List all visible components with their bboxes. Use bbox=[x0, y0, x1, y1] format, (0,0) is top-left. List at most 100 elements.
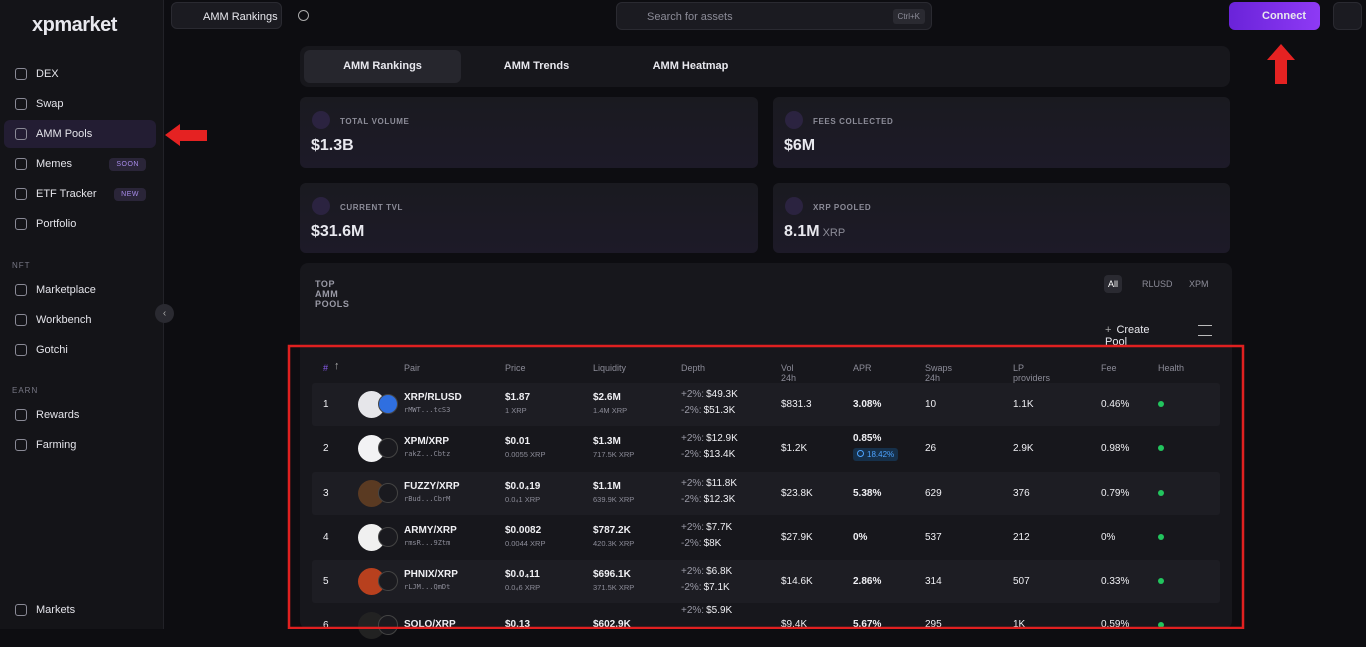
settings-button[interactable] bbox=[1333, 2, 1362, 30]
filter[interactable]: XPM bbox=[1189, 279, 1209, 289]
column-header: LP providers bbox=[1013, 363, 1051, 383]
nav-item[interactable]: Rewards bbox=[4, 401, 156, 429]
stat-card: CURRENT TVL $31.6M bbox=[300, 183, 758, 253]
health-dot bbox=[1158, 401, 1164, 407]
section-heading: EARN bbox=[12, 386, 39, 395]
nav-item[interactable]: Marketplace bbox=[4, 276, 156, 304]
stat-unit: XRP bbox=[822, 227, 846, 239]
apr: 3.08% bbox=[853, 399, 882, 410]
rank: 6 bbox=[323, 620, 329, 631]
liquidity: $602.9K bbox=[593, 619, 631, 630]
nav-item[interactable]: Memes SOON bbox=[4, 150, 156, 178]
apr: 2.86% bbox=[853, 576, 882, 587]
rank: 1 bbox=[323, 399, 329, 410]
stat-label: FEES COLLECTED bbox=[813, 117, 894, 126]
pool-address: rLJM...QmDt bbox=[404, 583, 451, 591]
top-tab[interactable]: AMM Rankings bbox=[171, 2, 282, 29]
depth-down-value: $13.4K bbox=[703, 449, 736, 460]
stat-value: $6M bbox=[784, 137, 815, 155]
nav-label: Farming bbox=[36, 439, 77, 451]
table-row[interactable]: 3 FUZZY/XRP rBud...CbrM $0.0₄19 0.0₄1 XRP $1.… bbox=[312, 472, 1220, 515]
stat-number: $1.3B bbox=[311, 137, 354, 154]
rank: 5 bbox=[323, 576, 329, 587]
health-dot bbox=[1158, 534, 1164, 540]
tab[interactable]: AMM Heatmap bbox=[652, 60, 729, 72]
tab[interactable]: AMM Rankings bbox=[304, 50, 461, 83]
nav-item[interactable]: Swap bbox=[4, 90, 156, 118]
nav-label: Markets bbox=[36, 604, 76, 616]
volume-24h: $23.8K bbox=[781, 488, 813, 499]
price-xrp: 0.0₄1 XRP bbox=[505, 495, 541, 504]
logo[interactable]: xpmarket bbox=[32, 14, 117, 36]
apr: 0.85% bbox=[853, 433, 882, 444]
depth-down: -2%: $8K bbox=[681, 538, 721, 549]
nav-item[interactable]: Farming bbox=[4, 431, 156, 459]
health-dot bbox=[1158, 622, 1164, 628]
depth-up-label: +2%: bbox=[681, 566, 705, 577]
nav-item[interactable]: ETF Tracker NEW bbox=[4, 180, 156, 208]
filter[interactable]: RLUSD bbox=[1142, 279, 1173, 289]
depth-down-label: -2%: bbox=[681, 405, 702, 416]
price: $1.87 bbox=[505, 392, 531, 403]
info-icon[interactable] bbox=[298, 10, 309, 21]
table-row[interactable]: 4 ARMY/XRP rmsR...9Ztm $0.0082 0.0044 XRP $78… bbox=[312, 516, 1220, 559]
page: xpmarket ‹ DEX Swap AMM Pools Memes SOON ETF … bbox=[4, 0, 1362, 639]
pair: XPM/XRP bbox=[404, 436, 450, 447]
depth-down-value: $7.1K bbox=[703, 582, 730, 593]
rank: 4 bbox=[323, 532, 329, 543]
nav-icon bbox=[15, 284, 27, 296]
nav-item[interactable]: Gotchi bbox=[4, 336, 156, 364]
depth-down-value: $51.3K bbox=[703, 405, 736, 416]
price: $0.0₄19 bbox=[505, 481, 541, 492]
create-pool-label: Create Pool bbox=[1105, 324, 1150, 348]
pair: PHNIX/XRP bbox=[404, 569, 458, 580]
nav-item[interactable]: Workbench bbox=[4, 306, 156, 334]
price-xrp: 0.0044 XRP bbox=[505, 539, 546, 548]
nav-item[interactable]: Portfolio bbox=[4, 210, 156, 238]
swaps-24h: 537 bbox=[925, 532, 942, 543]
search-filter-icon[interactable] bbox=[1198, 325, 1212, 336]
nav-badge: SOON bbox=[109, 157, 146, 171]
nav-icon bbox=[15, 158, 27, 170]
stat-number: $6M bbox=[784, 137, 816, 154]
tab[interactable]: AMM Trends bbox=[503, 60, 570, 72]
stat-card: FEES COLLECTED $6M bbox=[773, 97, 1230, 168]
column-header: Liquidity bbox=[593, 363, 627, 373]
table-row[interactable]: 5 PHNIX/XRP rLJM...QmDt $0.0₄11 0.0₄6 XRP $69… bbox=[312, 560, 1220, 603]
stat-icon bbox=[312, 111, 330, 129]
depth-down-label: -2%: bbox=[681, 582, 702, 593]
nav-item[interactable]: Markets bbox=[4, 596, 156, 624]
nav-badge: NEW bbox=[114, 187, 146, 201]
column-header: Fee bbox=[1101, 363, 1117, 373]
connect-button[interactable]: Connect bbox=[1229, 2, 1320, 30]
stat-label: TOTAL VOLUME bbox=[340, 117, 410, 126]
lp-providers: 1K bbox=[1013, 619, 1026, 630]
nav-label: Workbench bbox=[36, 314, 92, 326]
filter[interactable]: All bbox=[1104, 275, 1123, 293]
volume-24h: $27.9K bbox=[781, 532, 813, 543]
depth-up-value: $11.8K bbox=[706, 478, 738, 489]
nav-label: Swap bbox=[36, 98, 64, 110]
nav-label: Marketplace bbox=[36, 284, 96, 296]
lp-providers: 2.9K bbox=[1013, 443, 1034, 454]
pair: ARMY/XRP bbox=[404, 525, 457, 536]
stat-number: 8.1M bbox=[784, 223, 820, 240]
nav-item[interactable]: DEX bbox=[4, 60, 156, 88]
column-header[interactable]: # bbox=[323, 363, 329, 373]
pair-icon-xrp bbox=[378, 483, 398, 503]
apr: 0% bbox=[853, 532, 868, 543]
collapse-button[interactable]: ‹ bbox=[155, 304, 174, 323]
search-box[interactable]: Search for assets Ctrl+K bbox=[616, 2, 932, 30]
apr: 5.67% bbox=[853, 619, 882, 630]
nav-item[interactable]: AMM Pools bbox=[4, 120, 156, 148]
pair: XRP/RLUSD bbox=[404, 392, 462, 403]
nav-icon bbox=[15, 439, 27, 451]
price: $0.01 bbox=[505, 436, 531, 447]
table-row[interactable]: 1 XRP/RLUSD rMWT...tcS3 $1.87 1 XRP $2.6M 1.4M… bbox=[312, 383, 1220, 426]
create-pool-button[interactable]: + Create Pool bbox=[1105, 324, 1149, 348]
pair-icon-xrp bbox=[378, 438, 398, 458]
table-row[interactable]: 6 SOLO/XRP $0.13 $602.9K +2%: $5.9K $9.4K 5.67%… bbox=[312, 604, 1220, 647]
pair-icon-xrp bbox=[378, 615, 398, 635]
table-row[interactable]: 2 XPM/XRP rakZ...Cbtz $0.01 0.0055 XRP $1.3M 7… bbox=[312, 427, 1220, 470]
liquidity-xrp: 371.5K XRP bbox=[593, 583, 635, 592]
